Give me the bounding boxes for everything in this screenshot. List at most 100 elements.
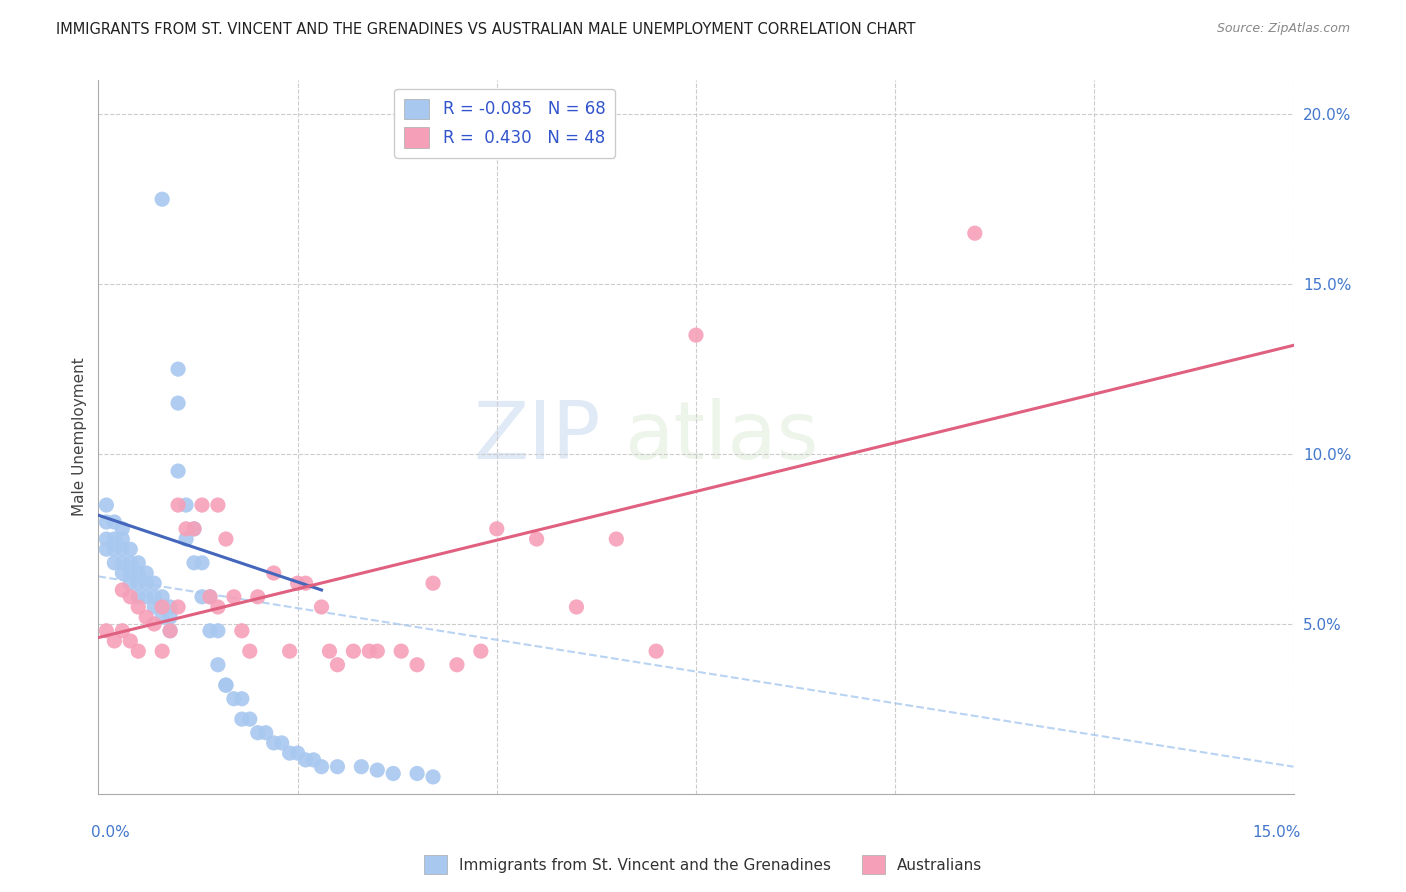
Point (254, 725, 277, 739)
Text: 15.0%: 15.0% (1253, 825, 1301, 840)
Point (120, 566, 142, 580)
Point (111, 542, 134, 557)
Point (294, 576, 316, 591)
Point (191, 556, 214, 570)
Point (278, 746, 301, 760)
Point (127, 644, 149, 658)
Point (120, 634, 142, 648)
Point (222, 590, 245, 604)
Point (143, 617, 166, 632)
Point (174, 532, 197, 546)
Point (207, 657, 229, 672)
Point (422, 770, 444, 784)
Point (143, 599, 166, 614)
Point (191, 498, 214, 512)
Point (311, 760, 333, 774)
Point (127, 566, 149, 580)
Point (326, 657, 349, 672)
Point (135, 610, 157, 624)
Point (150, 644, 173, 658)
Point (167, 362, 190, 376)
Point (389, 644, 412, 658)
Point (143, 576, 166, 591)
Point (382, 766, 405, 780)
Point (135, 576, 157, 591)
Point (103, 542, 125, 557)
Point (406, 657, 429, 672)
Point (215, 678, 238, 692)
Point (159, 624, 181, 638)
Point (103, 515, 125, 529)
Point (302, 753, 325, 767)
Point (526, 532, 548, 546)
Point (198, 624, 221, 638)
Point (963, 226, 986, 240)
Point (120, 576, 142, 591)
Point (287, 576, 309, 591)
Point (198, 590, 221, 604)
Point (287, 746, 309, 760)
Point (167, 396, 190, 410)
Point (183, 556, 205, 570)
Point (191, 590, 214, 604)
Point (645, 644, 668, 658)
Point (127, 599, 149, 614)
Legend: R = -0.085   N = 68, R =  0.430   N = 48: R = -0.085 N = 68, R = 0.430 N = 48 (394, 88, 616, 158)
Point (326, 760, 349, 774)
Point (215, 678, 238, 692)
Point (231, 712, 253, 726)
Point (135, 590, 157, 604)
Point (111, 582, 134, 597)
Point (167, 599, 190, 614)
Text: Source: ZipAtlas.com: Source: ZipAtlas.com (1216, 22, 1350, 36)
Point (207, 498, 229, 512)
Point (135, 566, 157, 580)
Point (150, 192, 173, 206)
Point (246, 725, 269, 739)
Y-axis label: Male Unemployment: Male Unemployment (72, 358, 87, 516)
Text: ZIP: ZIP (472, 398, 600, 476)
Text: IMMIGRANTS FROM ST. VINCENT AND THE GRENADINES VS AUSTRALIAN MALE UNEMPLOYMENT C: IMMIGRANTS FROM ST. VINCENT AND THE GREN… (56, 22, 915, 37)
Point (159, 599, 181, 614)
Point (120, 542, 142, 557)
Point (103, 532, 125, 546)
Point (270, 736, 292, 750)
Point (366, 763, 388, 777)
Point (127, 590, 149, 604)
Point (111, 522, 134, 536)
Point (231, 624, 253, 638)
Point (207, 624, 229, 638)
Point (111, 624, 134, 638)
Point (485, 522, 508, 536)
Point (103, 556, 125, 570)
Point (96, 624, 118, 638)
Point (406, 766, 429, 780)
Point (127, 556, 149, 570)
Point (143, 590, 166, 604)
Text: 0.0%: 0.0% (91, 825, 131, 840)
Point (183, 522, 205, 536)
Point (422, 576, 444, 591)
Point (111, 566, 134, 580)
Point (446, 657, 468, 672)
Point (263, 736, 285, 750)
Point (359, 644, 381, 658)
Point (127, 576, 149, 591)
Point (150, 610, 173, 624)
Point (366, 644, 388, 658)
Point (294, 753, 316, 767)
Point (183, 522, 205, 536)
Point (96, 515, 118, 529)
Point (278, 644, 301, 658)
Point (159, 610, 181, 624)
Point (96, 532, 118, 546)
Point (311, 599, 333, 614)
Point (120, 556, 142, 570)
Legend: Immigrants from St. Vincent and the Grenadines, Australians: Immigrants from St. Vincent and the Gren… (418, 849, 988, 880)
Point (198, 590, 221, 604)
Point (215, 532, 238, 546)
Point (167, 464, 190, 478)
Point (96, 542, 118, 557)
Point (470, 644, 492, 658)
Point (150, 599, 173, 614)
